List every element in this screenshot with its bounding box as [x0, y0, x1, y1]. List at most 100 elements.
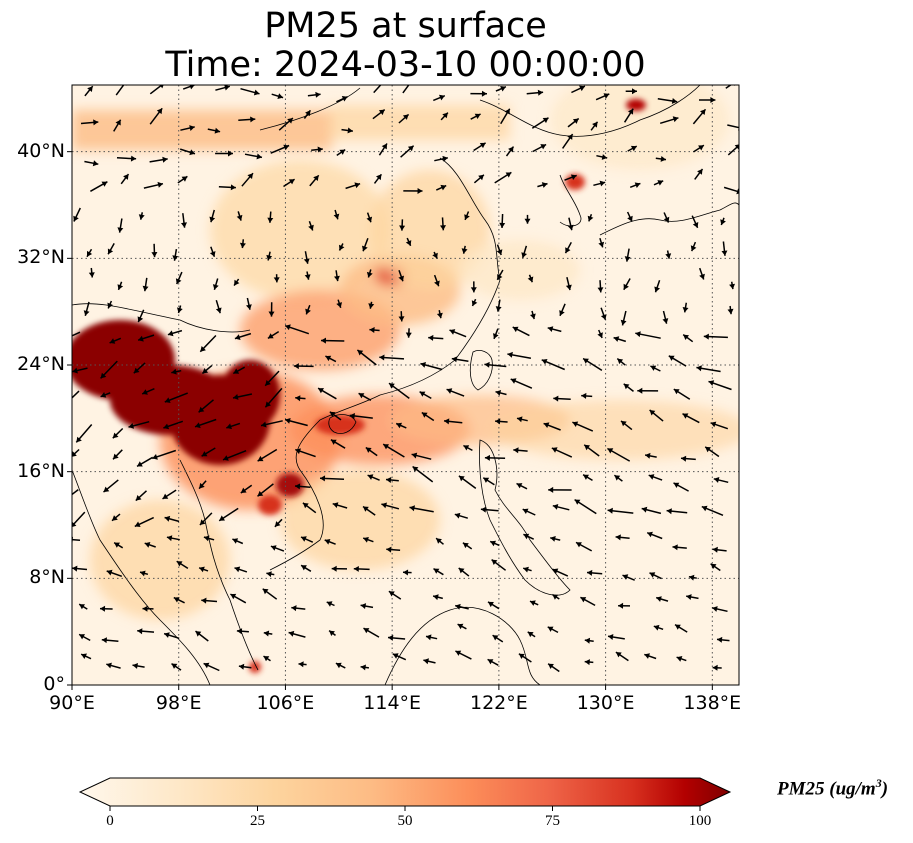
wind-vector	[234, 332, 252, 340]
wind-vector	[655, 156, 667, 162]
wind-vector	[199, 512, 213, 526]
wind-vector	[625, 88, 638, 95]
x-tick-label: 90°E	[49, 692, 95, 714]
wind-vector	[180, 125, 195, 131]
wind-vector	[597, 329, 603, 339]
wind-vector	[305, 304, 311, 315]
wind-vector	[167, 329, 183, 337]
wind-vector	[232, 366, 246, 375]
wind-vector	[232, 393, 253, 400]
wind-vector	[505, 146, 515, 157]
wind-vector	[222, 450, 247, 461]
wind-vector	[723, 186, 739, 195]
wind-vector	[686, 594, 699, 600]
wind-vector	[151, 243, 158, 258]
wind-vector	[405, 328, 412, 338]
wind-vector	[499, 213, 506, 229]
wind-vector	[100, 360, 118, 379]
wind-vector	[405, 237, 412, 247]
wind-vector	[264, 387, 283, 408]
wind-vector	[559, 303, 566, 317]
wind-vector	[590, 121, 599, 131]
wind-vector	[607, 634, 625, 640]
wind-vector	[527, 631, 536, 638]
wind-vector	[335, 662, 346, 669]
wind-vector	[257, 483, 274, 497]
wind-vector	[182, 85, 196, 90]
wind-vector	[330, 439, 346, 449]
wind-vector	[366, 269, 373, 278]
wind-vector	[273, 274, 280, 283]
wind-vector	[649, 572, 662, 580]
wind-vector	[650, 365, 661, 372]
wind-vector	[201, 447, 216, 457]
wind-vector	[133, 362, 146, 374]
wind-vector	[179, 148, 196, 156]
wind-vector	[434, 155, 449, 162]
wind-vector	[113, 119, 122, 132]
wind-vector	[201, 365, 213, 375]
wind-vector	[144, 542, 156, 548]
wind-vector	[665, 250, 672, 259]
wind-vector	[682, 302, 689, 313]
wind-vector	[234, 566, 248, 573]
wind-vector	[379, 354, 405, 361]
wind-vector	[423, 658, 436, 665]
wind-vector	[72, 511, 86, 528]
wind-vector	[561, 133, 574, 149]
wind-vector	[143, 181, 164, 189]
wind-vector	[674, 623, 688, 633]
wind-vector	[580, 596, 596, 607]
colorbar-tick-label: 100	[688, 813, 712, 829]
colorbar-tick-marks	[109, 806, 701, 811]
wind-vector	[691, 215, 699, 229]
wind-vector	[510, 378, 533, 389]
wind-vector	[215, 85, 230, 91]
wind-vector	[72, 489, 79, 496]
wind-vector	[111, 513, 121, 522]
wind-vector	[694, 168, 704, 180]
wind-vector	[484, 361, 507, 368]
wind-vector	[212, 278, 219, 291]
wind-vector	[463, 444, 473, 452]
colorbar-tick-label: 25	[250, 813, 265, 829]
gridlines	[72, 85, 739, 685]
y-tick-label: 40°N	[17, 139, 65, 162]
y-tick-label: 8°N	[29, 566, 65, 589]
wind-vector	[268, 302, 275, 317]
wind-vector	[398, 270, 404, 282]
wind-vector	[267, 330, 280, 340]
wind-vector	[458, 475, 477, 490]
wind-vector	[295, 395, 306, 402]
wind-vector	[495, 418, 508, 425]
wind-vector	[584, 659, 594, 666]
wind-vector	[372, 109, 386, 120]
wind-vector	[496, 269, 504, 281]
wind-vector	[139, 570, 149, 577]
wind-vector	[78, 603, 88, 610]
wind-vector	[403, 188, 423, 194]
wind-vector	[353, 566, 370, 572]
wind-vector	[613, 474, 623, 482]
wind-vector	[163, 420, 184, 430]
wind-vector	[712, 546, 727, 553]
wind-vector	[531, 117, 549, 129]
wind-vector	[78, 633, 91, 642]
wind-vector	[236, 628, 249, 635]
wind-vector	[716, 636, 730, 643]
wind-vector	[309, 174, 320, 187]
wind-vector	[644, 452, 657, 459]
wind-vector	[571, 85, 586, 94]
pm25-field	[72, 85, 739, 685]
wind-vector	[495, 299, 502, 312]
wind-vector	[659, 116, 679, 125]
wind-vector	[326, 601, 335, 607]
wind-vector	[332, 502, 348, 509]
wind-vector	[663, 212, 670, 223]
wind-vector	[398, 311, 405, 322]
wind-vector	[365, 446, 378, 457]
wind-vector	[470, 113, 481, 120]
wind-vector	[363, 627, 380, 638]
wind-vector	[288, 630, 306, 638]
wind-vector	[507, 351, 532, 360]
